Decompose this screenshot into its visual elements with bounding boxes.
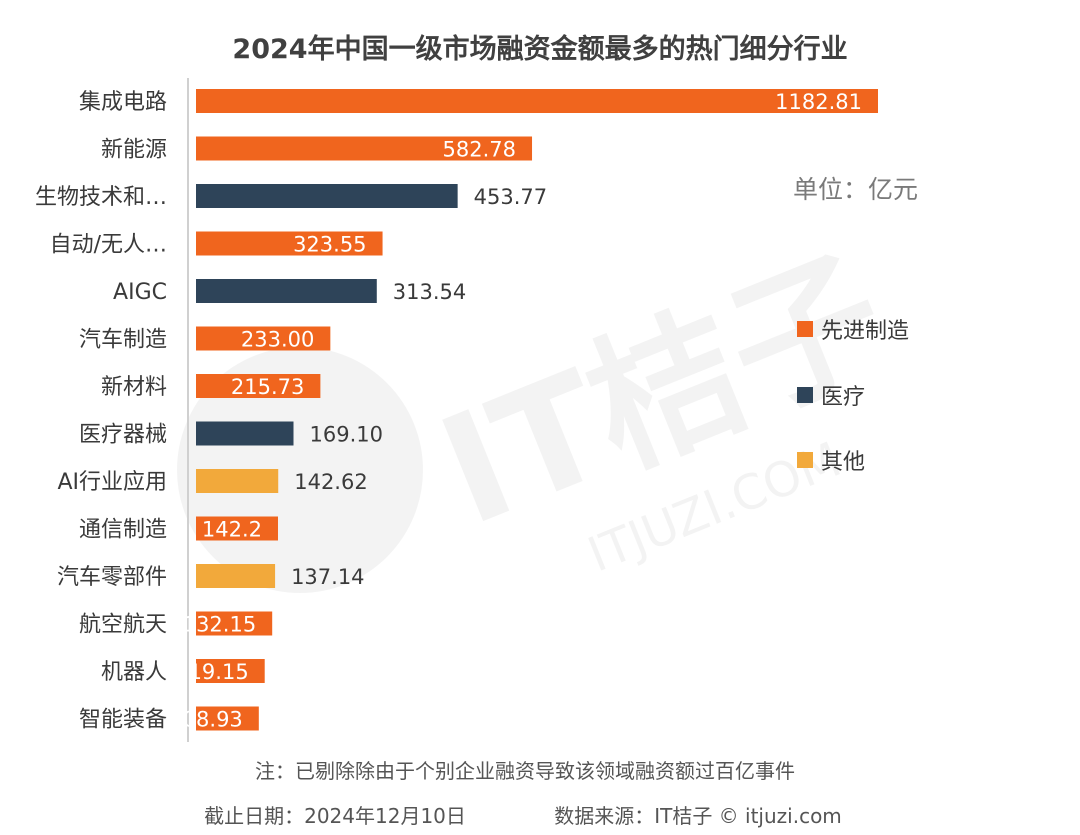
value-label: 137.14 <box>291 565 364 589</box>
bar <box>196 469 279 493</box>
bar <box>196 421 294 446</box>
category-label: 汽车制造 <box>79 328 167 353</box>
value-label: 142.2 <box>202 518 262 542</box>
legend: 先进制造 医疗 其他 <box>797 319 909 475</box>
cutoff-date: 截止日期：2024年12月10日 <box>204 804 466 828</box>
category-label: 自动/无人… <box>50 233 167 258</box>
legend-label-advanced-manufacturing: 先进制造 <box>821 319 909 344</box>
legend-swatch-other <box>797 452 813 468</box>
value-label: 453.77 <box>474 185 547 209</box>
value-label: 142.62 <box>294 470 367 494</box>
bar <box>196 279 377 303</box>
category-label: 新材料 <box>101 375 167 400</box>
value-label: 582.78 <box>443 138 516 162</box>
bar <box>196 326 331 351</box>
bar <box>196 516 278 541</box>
category-label: AIGC <box>113 280 167 305</box>
category-label: 集成电路 <box>79 90 167 115</box>
bar <box>196 611 273 636</box>
category-label: AI行业应用 <box>57 470 167 495</box>
legend-label-other: 其他 <box>821 450 865 475</box>
category-label: 智能装备 <box>79 708 167 733</box>
bar <box>196 564 276 588</box>
legend-swatch-advanced-manufacturing <box>797 321 813 337</box>
bar <box>196 89 878 113</box>
category-label: 汽车零部件 <box>57 565 167 590</box>
chart-title: 2024年中国一级市场融资金额最多的热门细分行业 <box>232 33 847 65</box>
category-label: 医疗器械 <box>79 423 167 448</box>
unit-label: 单位：亿元 <box>793 175 918 204</box>
value-label: 132.15 <box>183 613 256 637</box>
value-label: 119.15 <box>175 660 248 684</box>
legend-swatch-medical <box>797 387 813 403</box>
value-label: 233.00 <box>241 328 314 352</box>
category-label: 航空航天 <box>79 613 167 638</box>
bar <box>196 231 383 256</box>
category-label: 通信制造 <box>79 518 167 543</box>
bar <box>196 374 321 398</box>
value-label: 108.93 <box>169 708 242 732</box>
value-label: 313.54 <box>393 280 466 304</box>
value-label: 215.73 <box>231 375 304 399</box>
bar <box>196 136 533 161</box>
footnote: 注：已剔除除由于个别企业融资导致该领域融资额过百亿事件 <box>255 759 795 783</box>
bars: 集成电路 1182.81 新能源 582.78 生物技术和… 453.77 自动/无人… 32… <box>35 89 878 733</box>
category-label: 生物技术和… <box>35 185 167 210</box>
bar <box>196 184 458 208</box>
bar <box>196 659 265 683</box>
value-label: 323.55 <box>293 233 366 257</box>
category-label: 机器人 <box>101 660 167 685</box>
value-label: 169.10 <box>310 423 383 447</box>
data-source: 数据来源：IT桔子 © itjuzi.com <box>554 804 842 828</box>
bar <box>196 706 259 731</box>
legend-label-medical: 医疗 <box>821 385 865 410</box>
value-label: 1182.81 <box>775 90 862 114</box>
category-label: 新能源 <box>101 138 167 163</box>
